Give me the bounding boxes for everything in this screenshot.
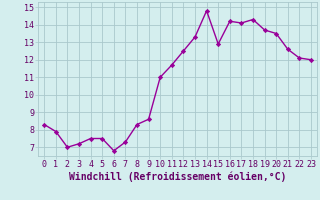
X-axis label: Windchill (Refroidissement éolien,°C): Windchill (Refroidissement éolien,°C) [69,172,286,182]
